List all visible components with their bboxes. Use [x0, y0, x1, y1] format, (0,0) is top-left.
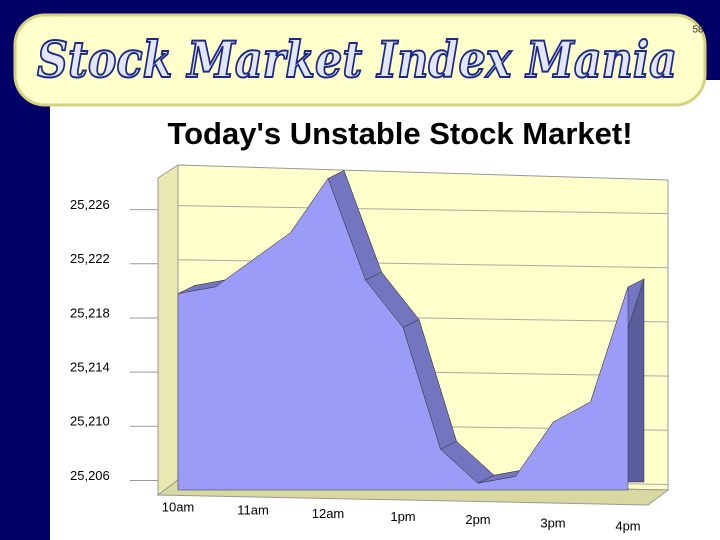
x-tick-label: 2pm	[465, 512, 490, 527]
x-tick-label: 4pm	[615, 519, 640, 534]
slide-header: Stock Market Index Mania	[37, 30, 677, 89]
x-tick-label: 11am	[237, 503, 269, 518]
y-tick-label: 25,218	[70, 305, 110, 320]
y-tick-label: 25,210	[70, 414, 110, 429]
area	[177, 178, 629, 491]
x-tick-label: 10am	[162, 499, 195, 514]
y-tick-label: 25,222	[70, 251, 110, 266]
x-tick-label: 1pm	[390, 509, 415, 524]
x-tick-label: 3pm	[540, 515, 565, 530]
y-tick-label: 25,226	[70, 197, 110, 212]
y-tick-label: 25,214	[70, 360, 110, 375]
banner	[13, 13, 707, 107]
grid-line	[177, 205, 669, 215]
x-tick-label: 12am	[312, 506, 345, 521]
chart-title: Today's Unstable Stock Market!	[167, 116, 632, 151]
side-wall	[157, 164, 179, 496]
y-tick-label: 25,206	[70, 468, 110, 483]
page-number: 58	[692, 25, 704, 36]
